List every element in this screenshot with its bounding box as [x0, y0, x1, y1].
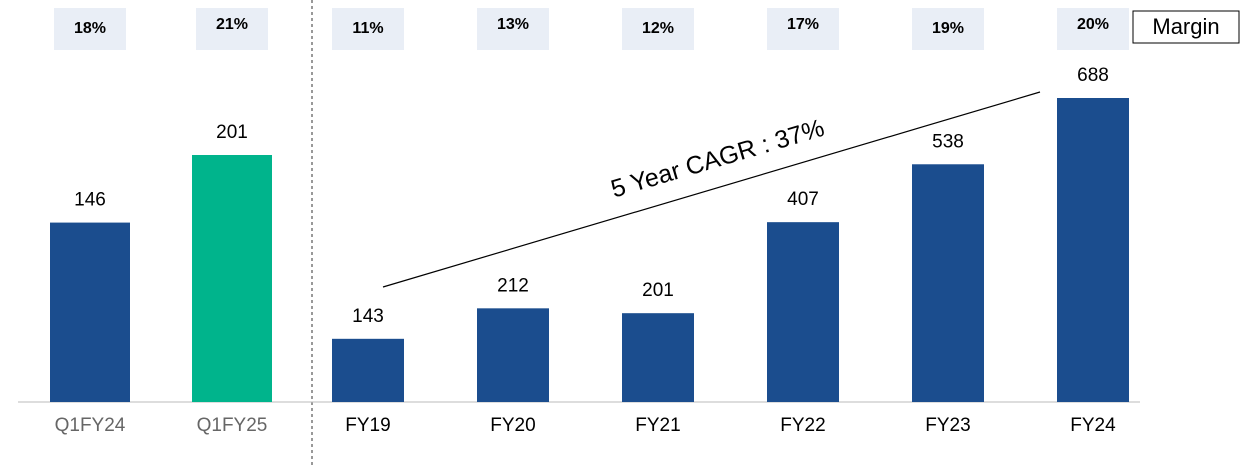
- margin-box: [767, 8, 839, 50]
- x-tick-label: FY21: [635, 415, 680, 436]
- value-label: 201: [642, 280, 674, 301]
- x-tick-label: Q1FY24: [55, 415, 126, 436]
- x-tick-label: Q1FY25: [197, 415, 268, 436]
- cagr-line: [382, 91, 1041, 288]
- bar: [912, 164, 984, 402]
- value-label: 143: [352, 306, 384, 327]
- margin-box: [332, 8, 404, 50]
- margin-box: [912, 8, 984, 50]
- bar: [477, 308, 549, 402]
- margin-box: [196, 8, 268, 50]
- margin-box: [1057, 8, 1129, 50]
- margin-box: [477, 8, 549, 50]
- margin-label: 11%: [352, 20, 383, 37]
- value-label: 538: [932, 131, 964, 152]
- margin-label: 17%: [787, 16, 819, 33]
- bar: [332, 338, 404, 402]
- value-label: 688: [1077, 65, 1109, 86]
- value-label: 146: [74, 190, 106, 211]
- bar: [192, 155, 272, 402]
- value-label: 212: [497, 275, 529, 296]
- value-label: 407: [787, 189, 819, 210]
- bar: [50, 222, 130, 402]
- margin-label: 13%: [497, 16, 529, 33]
- x-tick-label: FY24: [1070, 415, 1116, 436]
- margin-label: 21%: [216, 16, 248, 33]
- x-tick-label: FY19: [345, 415, 390, 436]
- margin-label: 19%: [932, 20, 964, 37]
- bar: [767, 222, 839, 402]
- bar: [1057, 98, 1129, 402]
- value-label: 201: [216, 122, 248, 143]
- margin-label: 20%: [1077, 16, 1109, 33]
- x-tick-label: FY22: [780, 415, 825, 436]
- margin-label: 18%: [74, 20, 106, 37]
- x-tick-label: FY20: [490, 415, 535, 436]
- bar: [622, 313, 694, 402]
- margin-box: [622, 8, 694, 50]
- x-tick-label: FY23: [925, 415, 970, 436]
- margin-label: 12%: [642, 20, 674, 37]
- margin-label-box: [1132, 10, 1240, 44]
- margin-label: Margin: [1152, 14, 1219, 39]
- margin-box: [54, 8, 126, 50]
